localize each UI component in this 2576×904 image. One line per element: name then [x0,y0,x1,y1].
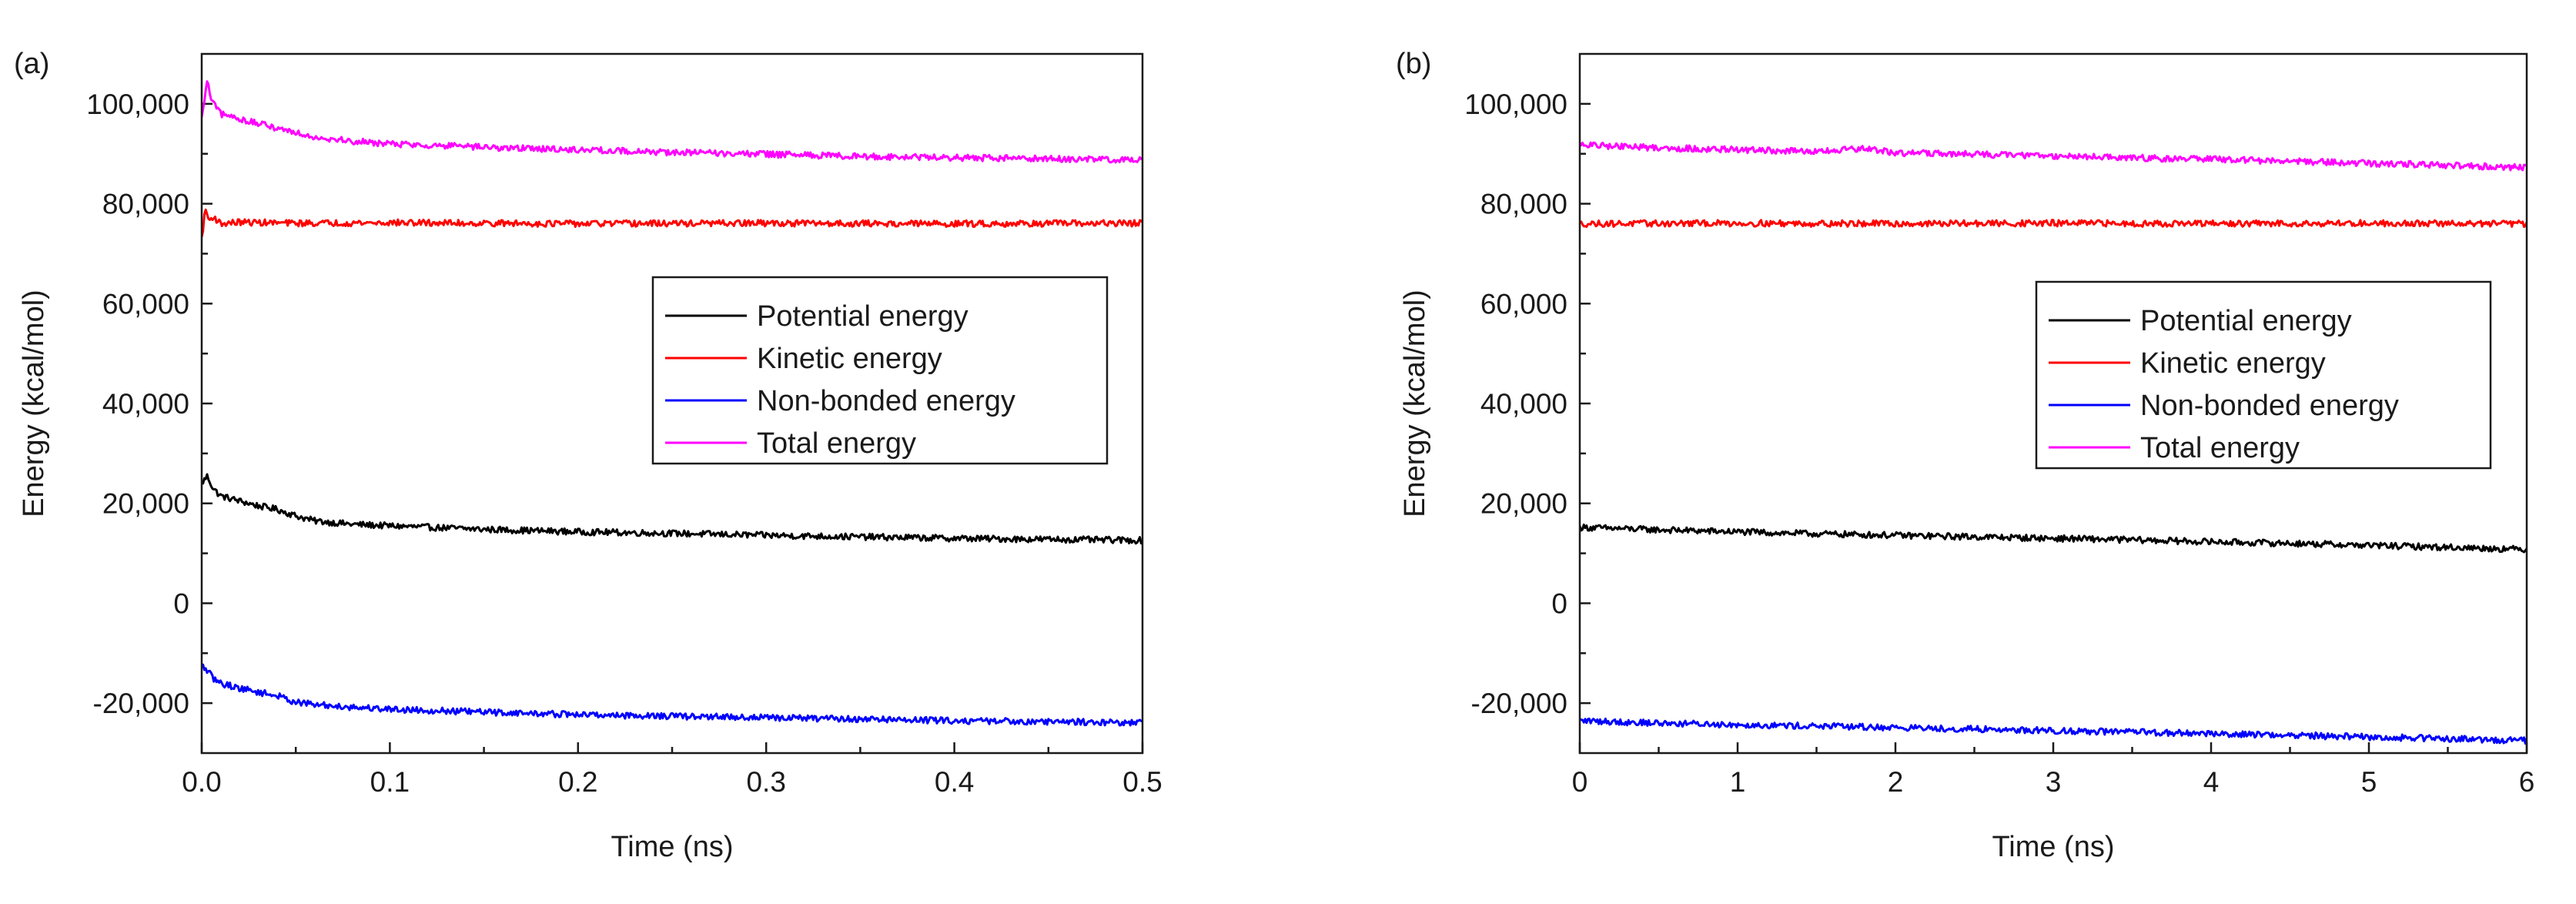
y-tick-label: 40,000 [102,388,189,420]
legend-box [2035,280,2492,470]
y-tick-label: 40,000 [1480,388,1567,420]
x-tick-label: 0.3 [746,766,785,798]
panel-label: (b) [1396,48,1431,80]
y-tick-label: 80,000 [102,189,189,220]
y-tick-label: 100,000 [1464,89,1567,120]
x-tick-label: 0 [1572,766,1588,798]
panel-b: (b) 0 1 2 3 4 5 6 -20,000 0 20,000 40,000 60,000 80,… [1396,48,2534,863]
y-tick-label: 20,000 [102,488,189,520]
x-tick-label: 1 [1730,766,1746,798]
series-line [1580,717,2527,745]
x-tick-label: 3 [2046,766,2062,798]
series-line [202,80,1142,164]
y-axis-title: Energy (kcal/mol) [18,290,50,517]
legend-label: Potential energy [757,300,969,333]
series-line [1580,523,2527,554]
panel-a: (a) 0.0 0.1 0.2 0.3 0.4 0.5 -20,000 0 20,000 40,0… [14,48,1163,863]
series-line [202,473,1142,545]
y-tick-label: 0 [173,588,189,619]
legend-box [651,276,1109,465]
x-tick-label: 5 [2361,766,2377,798]
y-axis-title: Energy (kcal/mol) [1399,290,1431,517]
legend: Potential energy Kinetic energy Non-bonded… [651,276,1109,465]
panel-label: (a) [14,48,49,80]
plot-frame [1578,52,2528,755]
x-tick-label: 0.2 [558,766,597,798]
plot-frame [200,52,1144,755]
y-tick-label: -20,000 [93,688,190,719]
x-tick-label: 4 [2203,766,2220,798]
x-axis-title: Time (ns) [611,831,733,863]
y-tick-label: 100,000 [86,89,189,120]
legend: Potential energy Kinetic energy Non-bonded… [2035,280,2492,470]
y-tick-label: 0 [1551,588,1567,619]
y-tick-label: 60,000 [1480,288,1567,320]
x-axis-title: Time (ns) [1992,831,2114,863]
series-line [1580,141,2527,172]
x-tick-label: 6 [2519,766,2535,798]
legend-label: Total energy [2140,432,2300,464]
legend-label: Kinetic energy [757,343,942,375]
y-tick-label: 20,000 [1480,488,1567,520]
y-tick-label: 60,000 [102,288,189,320]
x-tick-label: 0.0 [182,766,221,798]
legend-label: Total energy [757,427,916,460]
y-tick-label: -20,000 [1471,688,1568,719]
legend-label: Kinetic energy [2140,347,2326,380]
x-tick-label: 0.1 [370,766,410,798]
y-tick-label: 80,000 [1480,189,1567,220]
series-line [202,208,1142,238]
series-line [1580,219,2527,228]
x-tick-label: 0.4 [935,766,974,798]
legend-label: Potential energy [2140,305,2352,337]
x-tick-label: 0.5 [1122,766,1162,798]
x-tick-label: 2 [1888,766,1904,798]
series-line [202,663,1142,727]
legend-label: Non-bonded energy [2140,390,2399,422]
legend-label: Non-bonded energy [757,385,1015,417]
